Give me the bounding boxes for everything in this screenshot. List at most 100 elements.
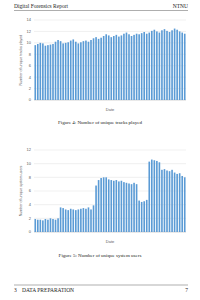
y-tick-label: 10 [27, 40, 32, 45]
bar [154, 160, 156, 232]
bar [105, 177, 107, 232]
bar [181, 176, 183, 232]
bar [88, 207, 90, 232]
bar [83, 41, 85, 100]
bar [146, 34, 148, 100]
bar [80, 42, 82, 100]
bar [179, 31, 181, 100]
y-tick-label: 12 [27, 29, 32, 34]
bar [72, 39, 74, 100]
bar [47, 220, 49, 232]
bar [174, 173, 176, 232]
bar [57, 40, 59, 100]
bar [105, 34, 107, 100]
bar [83, 208, 85, 232]
bar [52, 219, 54, 232]
bar [40, 43, 42, 100]
bar [164, 169, 166, 232]
y-axis-title: Number of unique tracks played [19, 35, 23, 86]
bar [100, 178, 102, 232]
bar [72, 209, 74, 232]
footer-section-number: 3 [14, 287, 17, 293]
bar [55, 42, 57, 100]
bar [110, 180, 112, 232]
bar [136, 184, 138, 232]
bars [34, 160, 185, 232]
bar [123, 34, 125, 100]
bars [34, 29, 185, 100]
bar [116, 35, 118, 100]
bar [75, 210, 77, 232]
bar [154, 30, 156, 100]
bar [159, 162, 161, 232]
bar [52, 44, 54, 100]
grid-line [34, 218, 186, 219]
bar [60, 41, 62, 100]
bar [166, 171, 168, 233]
grid-line [34, 31, 186, 32]
bar [80, 209, 82, 232]
bar [70, 209, 72, 232]
bar [123, 182, 125, 232]
bar [169, 171, 171, 232]
bar [131, 184, 133, 232]
header-right: NTNU [173, 3, 188, 9]
bar [141, 202, 143, 232]
bar [55, 220, 57, 232]
y-tick-label: 4 [29, 202, 32, 207]
bar [156, 161, 158, 232]
bar [176, 30, 178, 100]
bar [67, 42, 69, 100]
footer-rule [14, 285, 188, 286]
x-axis [34, 232, 186, 233]
bar [166, 31, 168, 100]
bar [143, 201, 145, 232]
bar [136, 34, 138, 100]
bar [98, 180, 100, 232]
bar [100, 38, 102, 100]
y-tick-label: 8 [29, 175, 32, 180]
bar [159, 33, 161, 100]
y-tick-label: 2 [29, 216, 32, 221]
y-tick-label: 12 [27, 147, 32, 152]
bar [113, 36, 115, 100]
bar [67, 210, 69, 232]
bar [161, 170, 163, 232]
grid-line [34, 20, 186, 21]
bar [34, 219, 36, 232]
bar [75, 42, 77, 100]
y-tick-label: 14 [27, 17, 32, 22]
bar [118, 37, 120, 100]
y-tick-label: 2 [29, 86, 32, 91]
bar [156, 31, 158, 100]
bar [174, 29, 176, 100]
grid-line [34, 88, 186, 89]
bar [184, 34, 186, 100]
bar [90, 40, 92, 100]
bar [93, 38, 95, 100]
grid-line [34, 150, 186, 151]
y-tick-label: 6 [29, 188, 32, 193]
y-tick-label: 0 [29, 97, 32, 102]
x-axis-title: Date [106, 239, 115, 244]
y-tick-label: 4 [29, 75, 32, 80]
grid-line [34, 177, 186, 178]
bar [171, 30, 173, 100]
bar [45, 219, 47, 232]
bar [62, 208, 64, 232]
bar [184, 177, 186, 232]
grid-line [34, 54, 186, 55]
header-left: Digital Forensics Report [14, 3, 69, 9]
bar [179, 173, 181, 232]
bar [60, 207, 62, 232]
bar [161, 30, 163, 100]
bar [34, 45, 36, 100]
bar [42, 220, 44, 232]
page: {"header": {"left": "Digital Forensics R… [0, 0, 200, 300]
x-axis [34, 100, 186, 101]
footer-section-title: DATA PREPARATION [22, 287, 74, 293]
bar [108, 35, 110, 100]
bar [121, 35, 123, 100]
bar [133, 183, 135, 232]
bar [138, 201, 140, 232]
